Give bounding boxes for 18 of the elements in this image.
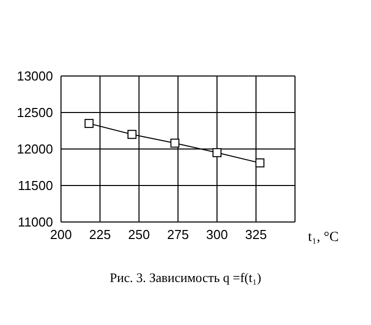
point [127, 130, 136, 139]
y-tick-label: 13000 [16, 68, 53, 84]
y-tick-label: 11500 [18, 178, 53, 194]
point [255, 158, 264, 168]
point [84, 118, 94, 128]
point [212, 148, 222, 158]
x-tick-label: 225 [89, 227, 111, 242]
y-tick-label: 12500 [16, 105, 53, 120]
x-tick-label: 275 [167, 227, 189, 242]
y-tick-label: 11000 [18, 214, 53, 230]
x-tick-label: 300 [206, 227, 228, 242]
x-tick-label: 325 [245, 227, 267, 242]
point [170, 138, 180, 148]
y-tick-label: 12000 [16, 142, 53, 157]
x-tick-label: 250 [128, 227, 150, 242]
text: Рис. 3. Зависимость q =f(t₁) [108, 270, 262, 286]
x-tick-label: 200 [50, 227, 72, 242]
x-axis-title: t₁, °C [308, 230, 339, 246]
